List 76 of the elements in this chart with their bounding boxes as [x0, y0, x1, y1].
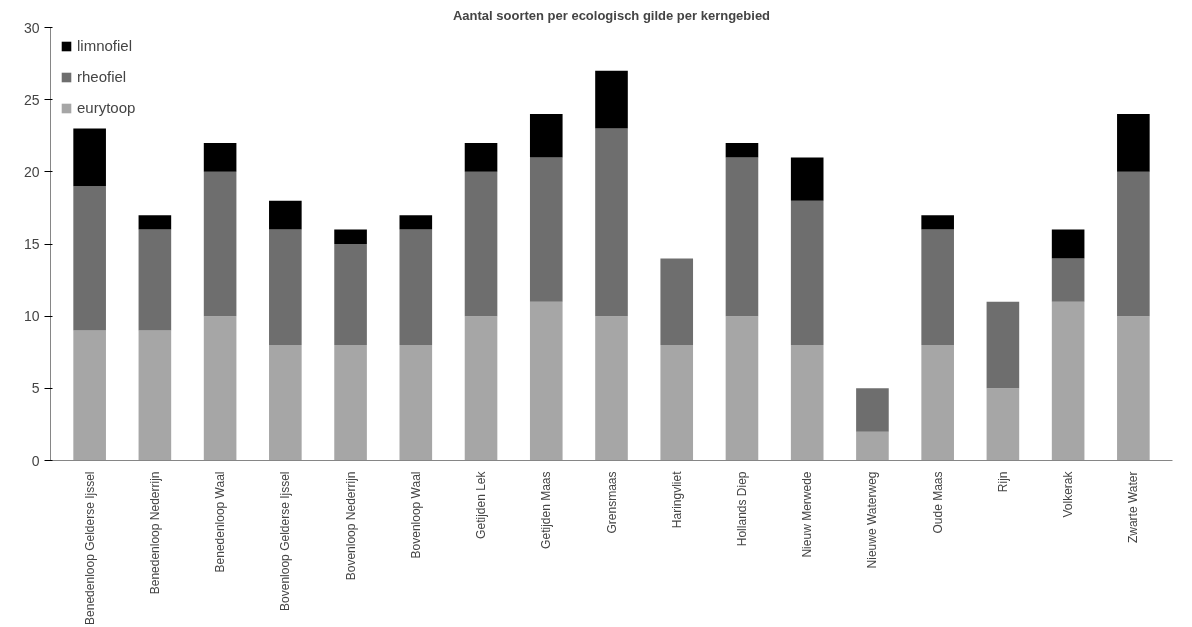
bar [595, 316, 628, 461]
bar [790, 157, 824, 201]
bar [529, 114, 563, 158]
y-tick-label: 5 [31, 380, 40, 397]
x-tick-label: Benedenloop Nederrijn [147, 471, 162, 595]
bar [269, 229, 302, 346]
bar [1117, 316, 1150, 461]
bar [986, 301, 1020, 389]
bar [73, 330, 106, 461]
bar [660, 345, 694, 461]
x-tick-label: Benedenloop Waal [213, 471, 228, 573]
bar [464, 171, 498, 317]
bar [138, 229, 172, 331]
bar [725, 142, 759, 158]
bar [73, 186, 106, 331]
bar [203, 316, 237, 461]
bar [986, 388, 1020, 461]
y-tick-label: 20 [23, 163, 40, 180]
x-tick-label: Getijden Lek [474, 470, 489, 539]
bar [660, 258, 694, 346]
y-tick-label: 0 [31, 452, 40, 469]
bar [334, 229, 367, 244]
bar [203, 142, 237, 172]
bar [725, 157, 759, 317]
bar [595, 128, 628, 317]
bar [1051, 229, 1085, 259]
y-tick-label: 25 [23, 91, 40, 108]
bar [1117, 114, 1150, 172]
bar [203, 171, 237, 317]
x-tick-label: Bovenloop Nederrijn [343, 471, 358, 581]
y-tick-label: 15 [23, 236, 40, 252]
x-tick-label: Hollands Diep [734, 471, 749, 547]
bar [595, 70, 628, 129]
bar [464, 142, 498, 172]
bar [399, 345, 433, 461]
bar [790, 345, 824, 461]
legend-label: rheofiel [77, 68, 127, 85]
x-tick-label: Bovenloop Waal [408, 471, 423, 559]
x-tick-label: Getijden Maas [539, 471, 554, 549]
x-tick-label: Nieuwe Waterweg [865, 471, 880, 569]
x-tick-label: Oude Maas [930, 471, 945, 534]
bar [334, 345, 367, 461]
bar [138, 215, 172, 230]
bar [790, 200, 824, 346]
y-tick-label: 30 [23, 19, 40, 36]
bar [921, 345, 954, 461]
bar [856, 388, 889, 432]
bar [529, 301, 563, 461]
bar [73, 128, 106, 187]
chart-title: Aantal soorten per ecologisch gilde per kerngebied [452, 7, 771, 23]
x-tick-label: Bovenloop Gelderse Ijssel [278, 471, 293, 611]
legend-label: eurytoop [77, 99, 136, 116]
x-tick-label: Grensmaas [604, 471, 619, 534]
bar [269, 200, 302, 230]
bar [1051, 258, 1085, 302]
legend-label: limnofiel [77, 37, 133, 54]
bar [138, 330, 172, 461]
x-tick-label: Volkerak [1061, 470, 1076, 518]
x-tick-label: Zwarte Water [1126, 471, 1141, 544]
y-tick-label: 10 [23, 308, 40, 325]
bar [725, 316, 759, 461]
bar [921, 215, 954, 230]
x-tick-label: Rijn [995, 471, 1010, 493]
bar [399, 215, 433, 230]
x-tick-label: Haringvliet [669, 470, 684, 529]
bar [334, 244, 367, 346]
bar [921, 229, 954, 346]
bar [464, 316, 498, 461]
bar [269, 345, 302, 461]
bar [1051, 301, 1085, 461]
bar [1117, 171, 1150, 317]
bar [399, 229, 433, 346]
bar [529, 157, 563, 302]
x-tick-label: Nieuw Merwede [800, 471, 815, 558]
bar [856, 431, 889, 461]
x-tick-label: Benedenloop Gelderse Ijssel [82, 471, 97, 625]
